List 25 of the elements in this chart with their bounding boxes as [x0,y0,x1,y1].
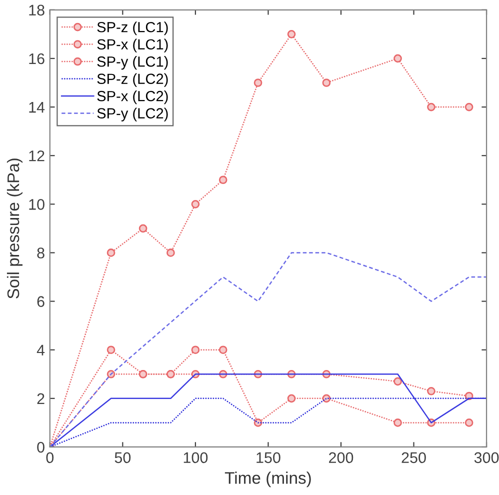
y-tick-label: 10 [29,199,44,210]
legend-label: SP-y (LC1) [97,56,168,70]
y-tick-label: 6 [37,296,44,307]
legend-label: SP-z (LC1) [97,22,168,36]
y-tick-label: 2 [37,393,44,404]
x-tick-label: 250 [402,452,426,464]
y-tick-label: 12 [29,150,44,162]
legend-label: SP-x (LC2) [97,90,168,104]
x-tick-label: 50 [114,452,131,464]
x-tick-label: 200 [329,452,354,464]
legend-label: SP-z (LC2) [97,73,168,87]
y-axis-title: Soil pressure (kPa) [6,158,22,299]
y-tick-label: 16 [29,53,44,64]
x-tick-label: 150 [256,452,280,464]
x-axis-title: Time (mins) [224,472,311,488]
x-tick-label: 0 [46,452,54,464]
y-tick-label: 8 [37,248,44,258]
x-tick-label: 300 [474,452,499,464]
legend-label: SP-y (LC2) [97,108,168,122]
y-tick-label: 4 [36,344,45,356]
x-tick-label: 100 [184,452,208,464]
y-tick-label: 0 [37,442,44,453]
y-tick-label: 14 [29,102,45,113]
legend-label: SP-x (LC1) [97,38,168,52]
y-tick-label: 18 [29,4,44,16]
